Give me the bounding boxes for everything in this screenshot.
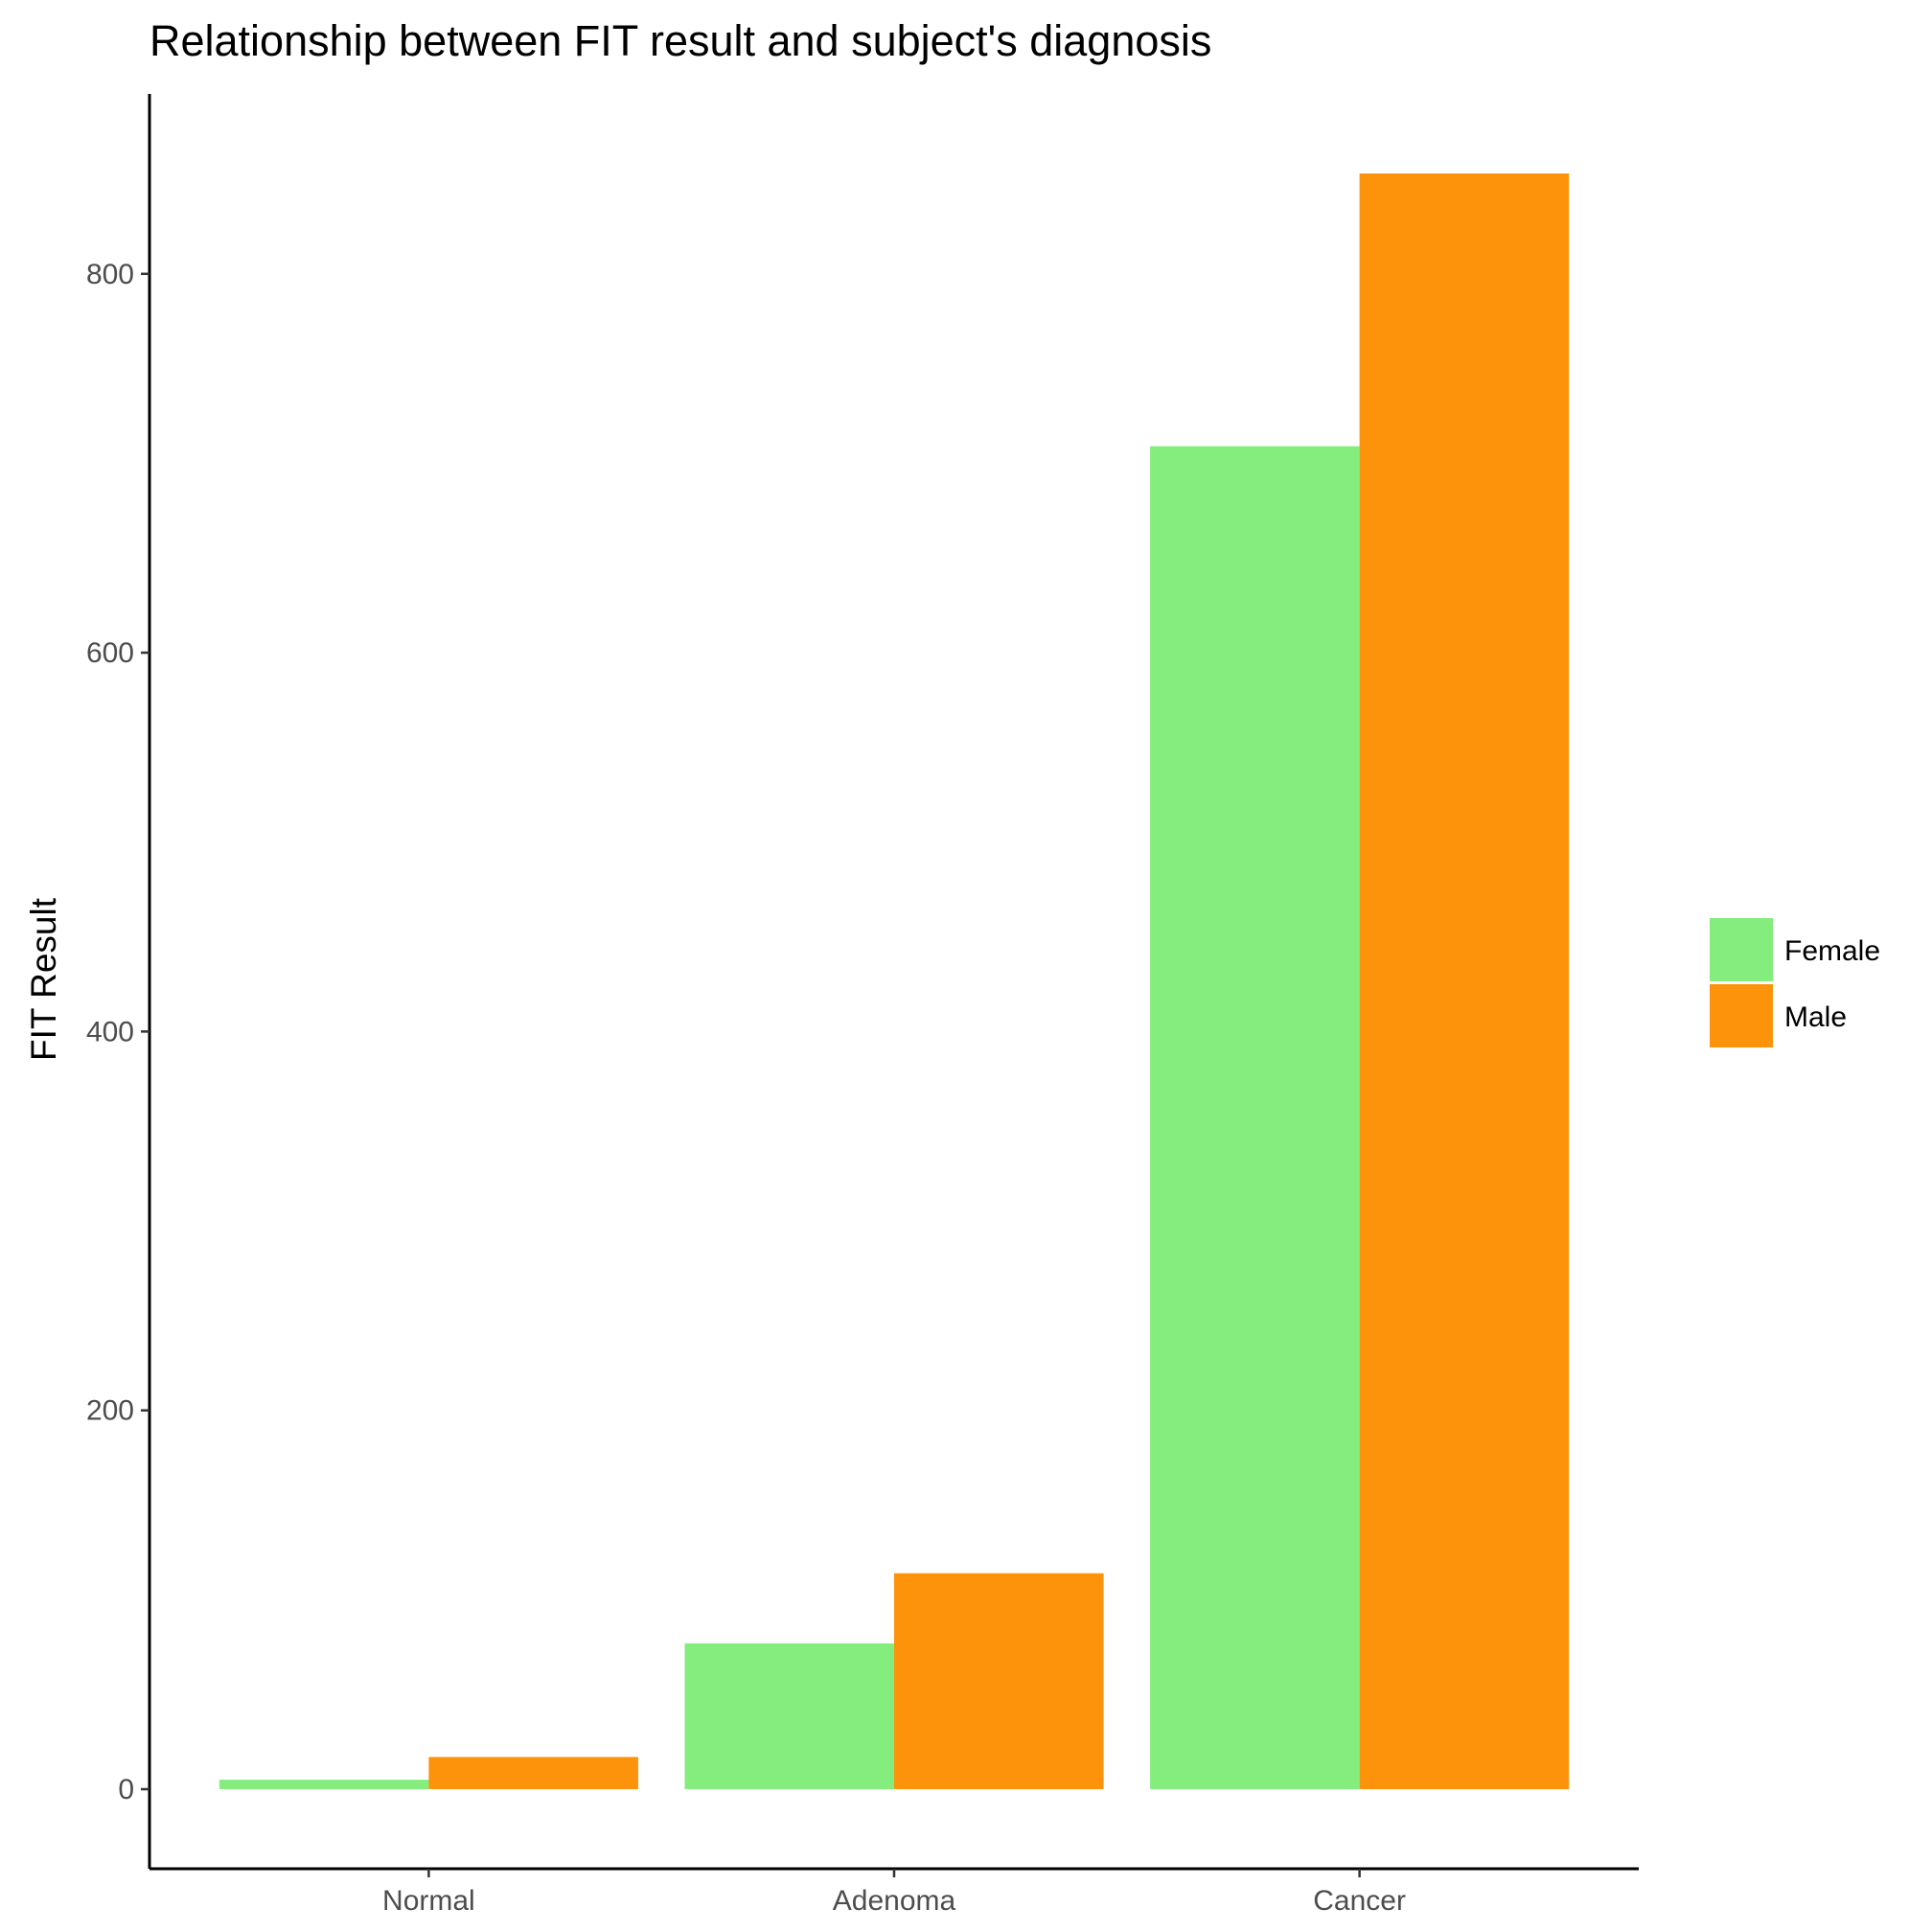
- y-tick-label: 400: [86, 1016, 134, 1047]
- bar-female-adenoma: [684, 1643, 894, 1789]
- bars: [218, 173, 1570, 1789]
- bar-female-cancer: [1150, 446, 1360, 1789]
- bar-male-cancer: [1359, 173, 1570, 1789]
- x-tick-label: Adenoma: [833, 1885, 956, 1917]
- bar-female-normal: [218, 1780, 429, 1789]
- y-tick-label: 800: [86, 259, 134, 290]
- bar-male-adenoma: [894, 1573, 1104, 1789]
- bar-male-normal: [428, 1757, 638, 1789]
- legend-key-female: [1710, 918, 1773, 981]
- axes: 0 200 400 600 800 Normal Adenoma Cancer: [86, 94, 1639, 1917]
- x-tick-label: Cancer: [1313, 1885, 1406, 1917]
- legend-label-male: Male: [1784, 1001, 1847, 1033]
- x-tick-label: Normal: [382, 1885, 475, 1917]
- chart-title: Relationship between FIT result and subj…: [150, 16, 1211, 65]
- y-tick-label: 200: [86, 1395, 134, 1427]
- y-tick-label: 0: [118, 1774, 134, 1806]
- legend: Female Male: [1710, 918, 1880, 1047]
- legend-label-female: Female: [1784, 935, 1880, 967]
- y-axis-title: FIT Result: [24, 897, 63, 1061]
- legend-key-male: [1710, 984, 1773, 1047]
- y-tick-label: 600: [86, 637, 134, 669]
